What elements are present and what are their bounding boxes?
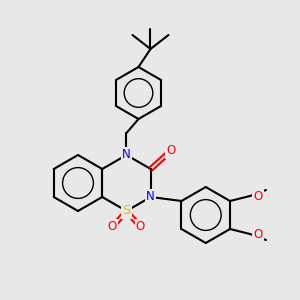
Text: N: N bbox=[122, 148, 131, 161]
Text: O: O bbox=[136, 220, 145, 233]
Text: O: O bbox=[254, 190, 262, 202]
Text: O: O bbox=[254, 227, 262, 241]
Text: N: N bbox=[146, 190, 155, 203]
Text: O: O bbox=[108, 220, 117, 233]
Text: O: O bbox=[166, 145, 176, 158]
Text: S: S bbox=[122, 205, 131, 218]
